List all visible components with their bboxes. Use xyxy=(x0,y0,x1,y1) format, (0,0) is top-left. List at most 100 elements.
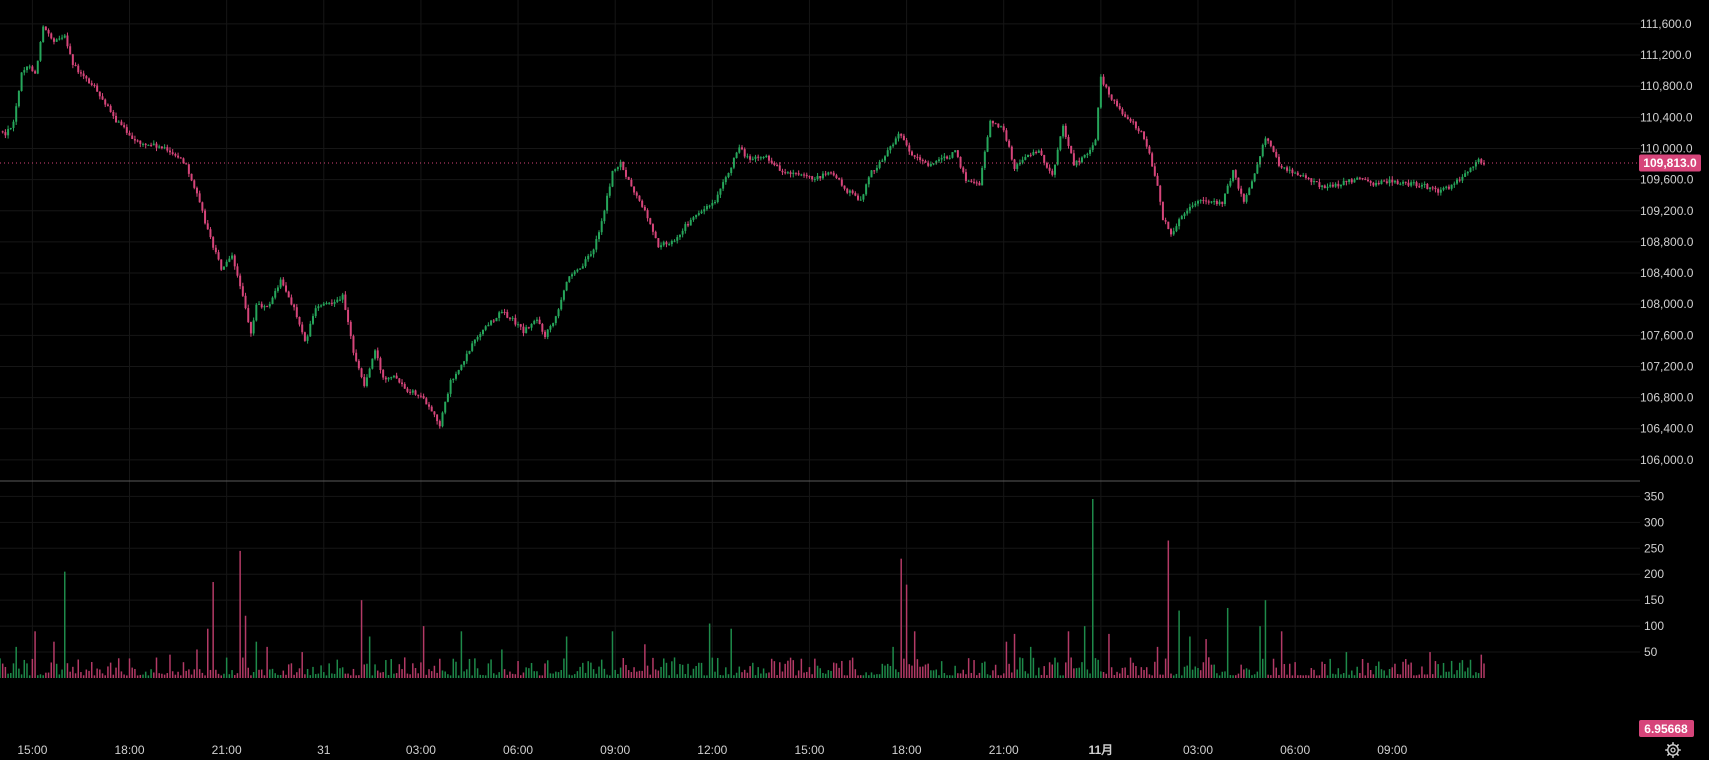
candle xyxy=(179,156,182,159)
candle-body xyxy=(79,72,82,74)
candle xyxy=(457,369,460,376)
volume-pane[interactable] xyxy=(0,499,1485,678)
candle-body xyxy=(867,177,870,185)
candle xyxy=(31,65,34,72)
volume-bar xyxy=(1221,671,1224,678)
candle xyxy=(1388,176,1391,187)
candle xyxy=(1199,199,1202,204)
candle-body xyxy=(1291,169,1294,174)
candle xyxy=(1393,180,1396,184)
volume-bar xyxy=(1418,674,1420,678)
candle-body xyxy=(865,184,868,195)
candle-body xyxy=(160,146,163,149)
candle-body xyxy=(481,329,484,335)
volume-tick-label: 100 xyxy=(1644,619,1664,633)
candle xyxy=(468,350,471,355)
candle-body xyxy=(1286,167,1289,171)
candle xyxy=(433,411,436,418)
candle xyxy=(571,272,574,279)
volume-bar xyxy=(889,665,892,678)
candle xyxy=(719,188,722,198)
volume-bar xyxy=(239,550,241,678)
volume-bar xyxy=(317,673,320,678)
candle-body xyxy=(23,70,26,73)
volume-bar xyxy=(1437,664,1439,678)
price-axis[interactable]: 111,600.0111,200.0110,800.0110,400.0110,… xyxy=(1640,17,1694,467)
volume-bar xyxy=(1324,664,1326,678)
volume-bar xyxy=(180,675,182,678)
candle-body xyxy=(263,306,266,308)
candle xyxy=(557,308,560,319)
volume-bar xyxy=(39,674,42,678)
candle-body xyxy=(970,180,973,182)
volume-bar xyxy=(460,631,463,678)
candle xyxy=(112,109,115,119)
candle-body xyxy=(1472,166,1475,168)
volume-bar xyxy=(695,666,697,678)
candle xyxy=(1356,176,1359,180)
volume-bar xyxy=(689,675,692,678)
candle xyxy=(241,282,244,297)
candle-body xyxy=(1040,150,1043,156)
volume-bar xyxy=(425,674,428,678)
volume-bar xyxy=(900,558,902,678)
volume-bar xyxy=(271,668,274,678)
volume-bar xyxy=(967,658,970,678)
candle-body xyxy=(185,163,188,165)
candle-body xyxy=(355,352,358,361)
candle-body xyxy=(376,350,379,359)
candle-body xyxy=(522,326,525,334)
candle-body xyxy=(705,206,708,210)
time-axis[interactable]: 15:00 18:00 21:00 31 03:00 06:00 09:00 12:00 15:… xyxy=(17,743,1407,757)
volume-bar xyxy=(1372,674,1375,678)
volume-bar xyxy=(350,675,352,678)
candle xyxy=(39,41,42,62)
candle xyxy=(34,69,37,74)
volume-bar xyxy=(1070,657,1072,678)
candle-body xyxy=(1253,173,1256,182)
candle xyxy=(1315,181,1318,183)
candle xyxy=(160,146,163,150)
candle-body xyxy=(1294,172,1297,174)
volume-bar xyxy=(61,669,63,678)
volume-bar xyxy=(636,671,638,678)
volume-bar xyxy=(85,669,88,678)
candle xyxy=(546,328,549,340)
volume-bar xyxy=(1081,662,1083,678)
volume-bar xyxy=(436,672,438,678)
price-pane[interactable] xyxy=(0,25,1640,429)
volume-bar xyxy=(376,670,379,678)
candle xyxy=(835,173,838,180)
candle-body xyxy=(25,66,28,71)
candle-body xyxy=(749,156,752,160)
candle xyxy=(322,301,325,306)
candle xyxy=(935,160,938,165)
gear-icon[interactable] xyxy=(1665,742,1681,758)
candle-body xyxy=(703,209,706,212)
candle-body xyxy=(994,123,997,125)
candle xyxy=(1253,173,1256,183)
volume-bar xyxy=(331,673,333,678)
candle-body xyxy=(88,78,91,84)
volume-bar xyxy=(590,662,592,678)
candle xyxy=(133,135,136,144)
candle xyxy=(1364,177,1367,181)
candle xyxy=(519,323,522,331)
candle xyxy=(1288,166,1291,174)
candle-body xyxy=(187,164,190,174)
volume-bar xyxy=(447,674,449,678)
candle-body xyxy=(498,312,501,319)
volume-bar xyxy=(228,674,231,678)
candle xyxy=(757,154,760,161)
volume-bar xyxy=(28,675,31,678)
volume-bar xyxy=(417,673,419,678)
volume-bar xyxy=(493,673,495,678)
volume-bar xyxy=(1461,660,1464,678)
volume-bar xyxy=(940,661,943,678)
volume-bar xyxy=(1224,671,1226,678)
price-tick-label: 109,200.0 xyxy=(1640,204,1694,218)
candle-body xyxy=(1107,87,1110,95)
candle-body xyxy=(476,337,479,340)
